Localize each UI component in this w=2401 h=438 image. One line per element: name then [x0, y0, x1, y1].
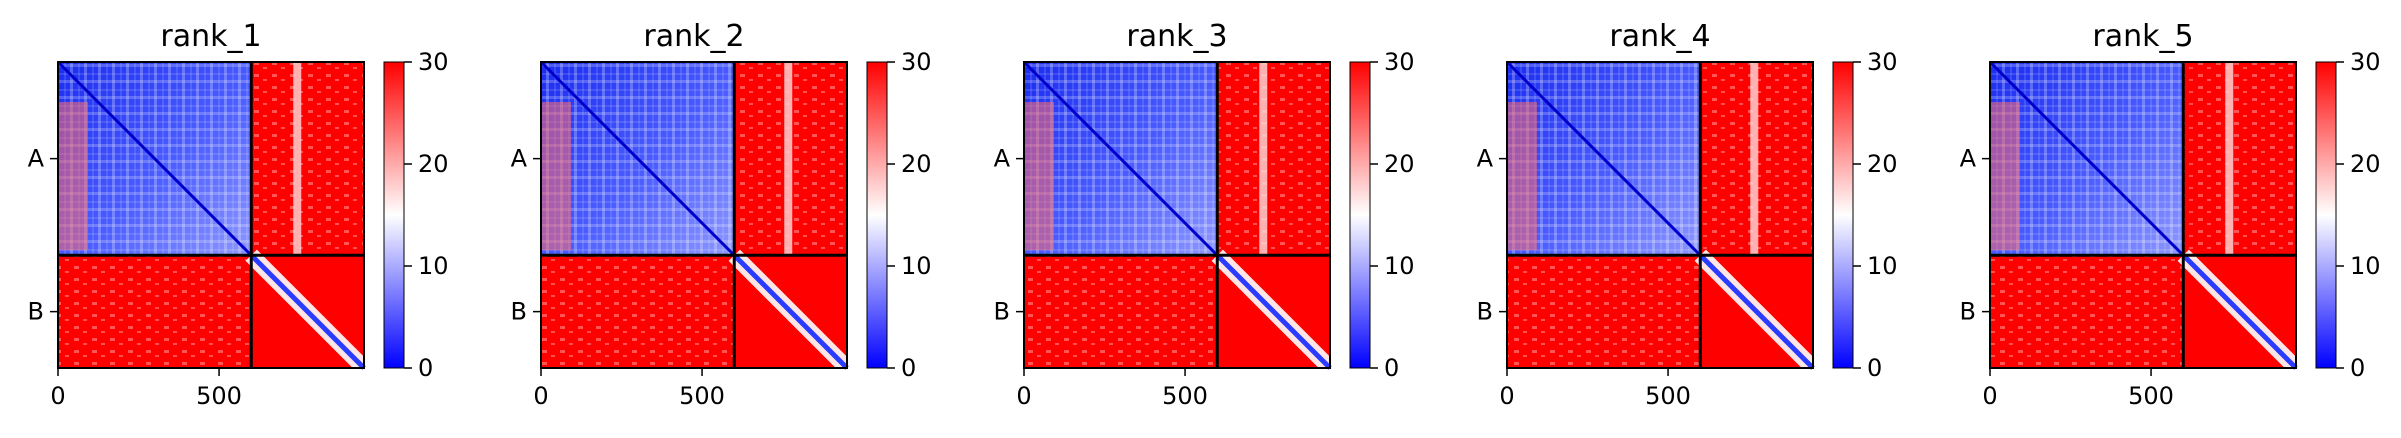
- y-tick-label: B: [1477, 298, 1493, 326]
- panel-title: rank_2: [643, 19, 744, 54]
- x-tick-label: 0: [1016, 382, 1031, 410]
- y-tick-label: A: [994, 145, 1011, 173]
- diagonal-band-a: [1022, 60, 1219, 257]
- inter-chain-texture-ba: [1024, 255, 1218, 368]
- x-tick-label: 0: [1499, 382, 1514, 410]
- colorbar-tick-label: 0: [1384, 354, 1399, 382]
- diagonal-band-a: [1505, 60, 1702, 257]
- y-tick-label: A: [511, 145, 528, 173]
- diagonal-band-a: [1988, 60, 2185, 257]
- inter-chain-texture-ba: [1507, 255, 1701, 368]
- heatmap-panel-5: rank_5 A B 0 500 0 10 20 30: [1960, 19, 2381, 410]
- block-a-fringe: [1990, 102, 2020, 251]
- colorbar-tick-label: 0: [418, 354, 433, 382]
- inter-chain-texture-ab: [1217, 62, 1330, 256]
- inter-chain-band: [784, 62, 793, 256]
- diagonal-band-b: [1215, 253, 1332, 370]
- y-tick-label: A: [1960, 145, 1977, 173]
- heatmap-frame: [1989, 61, 2297, 369]
- colorbar: [1349, 61, 1371, 369]
- colorbar-tick-label: 10: [901, 252, 932, 280]
- colorbar: [383, 61, 405, 369]
- colorbar: [2315, 61, 2337, 369]
- heatmap-panel-1: rank_1 A B 0 500 0 10 20 30: [28, 19, 449, 410]
- heatmap-frame: [540, 61, 848, 369]
- colorbar-tick-label: 30: [418, 48, 449, 76]
- inter-chain-texture-ba: [58, 255, 252, 368]
- colorbar-tick-label: 10: [418, 252, 449, 280]
- y-tick-label: A: [28, 145, 45, 173]
- colorbar-tick-label: 10: [1867, 252, 1898, 280]
- colorbar-tick-label: 0: [2350, 354, 2365, 382]
- colorbar-tick-label: 20: [2350, 150, 2381, 178]
- x-tick-label: 500: [196, 382, 242, 410]
- panel-title: rank_3: [1126, 19, 1227, 54]
- block-a-fringe: [58, 102, 88, 251]
- y-tick-label: B: [28, 298, 44, 326]
- y-tick-label: B: [1960, 298, 1976, 326]
- diagonal-band-b: [249, 253, 366, 370]
- colorbar-tick-label: 20: [418, 150, 449, 178]
- diagonal-band-b: [1698, 253, 1815, 370]
- colorbar-tick-label: 10: [1384, 252, 1415, 280]
- panel-title: rank_1: [160, 19, 261, 54]
- colorbar-tick-label: 30: [2350, 48, 2381, 76]
- inter-chain-texture-ba: [1990, 255, 2184, 368]
- colorbar-tick-label: 20: [901, 150, 932, 178]
- x-tick-label: 500: [1162, 382, 1208, 410]
- inter-chain-texture-ba: [541, 255, 735, 368]
- inter-chain-band: [1750, 62, 1759, 256]
- colorbar-tick-label: 0: [1867, 354, 1882, 382]
- colorbar-tick-label: 20: [1867, 150, 1898, 178]
- colorbar-tick-label: 30: [1384, 48, 1415, 76]
- inter-chain-band: [1259, 62, 1268, 256]
- heatmap-frame: [1023, 61, 1331, 369]
- inter-chain-texture-ab: [2183, 62, 2296, 256]
- panel-title: rank_5: [2092, 19, 2193, 54]
- diagonal-band-a: [539, 60, 736, 257]
- heatmap-frame: [1506, 61, 1814, 369]
- block-a-fringe: [541, 102, 571, 251]
- diagonal-band-b: [2181, 253, 2298, 370]
- x-tick-label: 500: [2128, 382, 2174, 410]
- inter-chain-band: [293, 62, 302, 256]
- x-tick-label: 0: [533, 382, 548, 410]
- colorbar-tick-label: 30: [1867, 48, 1898, 76]
- inter-chain-texture-ab: [251, 62, 364, 256]
- block-a-fringe: [1024, 102, 1054, 251]
- x-tick-label: 0: [50, 382, 65, 410]
- diagonal-band-a: [56, 60, 253, 257]
- x-tick-label: 500: [679, 382, 725, 410]
- colorbar-tick-label: 30: [901, 48, 932, 76]
- heatmap-frame: [57, 61, 365, 369]
- colorbar: [1832, 61, 1854, 369]
- diagonal-band-b: [732, 253, 849, 370]
- heatmap-panel-3: rank_3 A B 0 500 0 10 20 30: [994, 19, 1415, 410]
- y-tick-label: B: [994, 298, 1010, 326]
- colorbar-tick-label: 0: [901, 354, 916, 382]
- heatmap-panel-4: rank_4 A B 0 500 0 10 20 30: [1477, 19, 1898, 410]
- inter-chain-band: [2225, 62, 2234, 256]
- colorbar-tick-label: 20: [1384, 150, 1415, 178]
- heatmap-panel-2: rank_2 A B 0 500 0 10 20 30: [511, 19, 932, 410]
- y-tick-label: A: [1477, 145, 1494, 173]
- panel-title: rank_4: [1609, 19, 1710, 54]
- colorbar-tick-label: 10: [2350, 252, 2381, 280]
- colorbar: [866, 61, 888, 369]
- x-tick-label: 500: [1645, 382, 1691, 410]
- block-a-fringe: [1507, 102, 1537, 251]
- x-tick-label: 0: [1982, 382, 1997, 410]
- y-tick-label: B: [511, 298, 527, 326]
